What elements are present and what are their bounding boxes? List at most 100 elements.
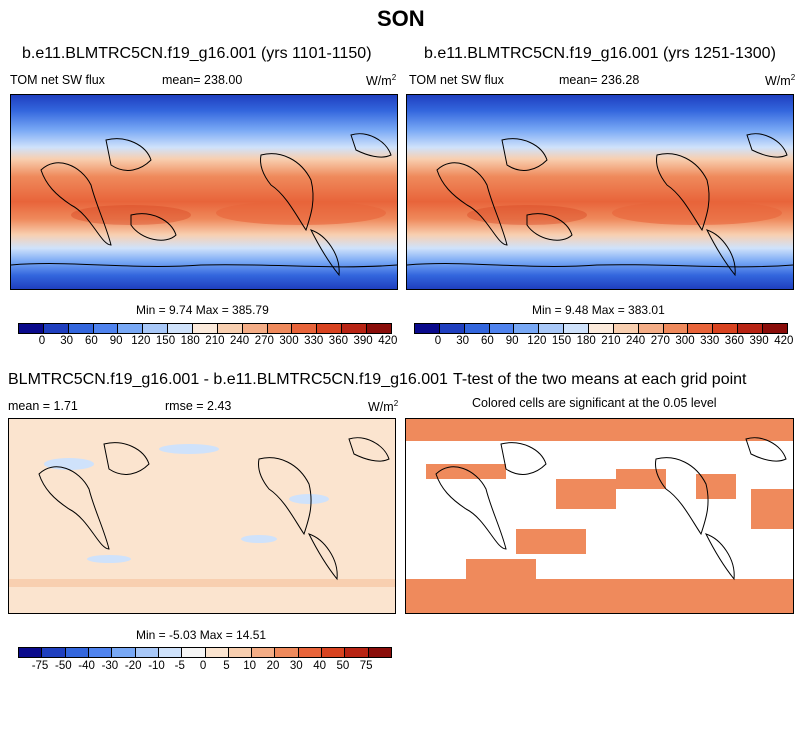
colorbar-tick-label: 30 [289,660,303,672]
colorbar-swatch [342,324,368,333]
colorbar-swatch [42,648,66,657]
colorbar-tick-label: 210 [601,335,621,347]
panel3-map [8,418,396,614]
colorbar-swatch [317,324,343,333]
colorbar-tick-label: 270 [254,335,274,347]
colorbar-swatch [368,648,391,657]
colorbar-tick-label: 360 [724,335,744,347]
colorbar-swatch [367,324,391,333]
colorbar-tick-label: 10 [243,660,257,672]
panel2-variable: TOM net SW flux [409,73,504,87]
colorbar-tick-label: 150 [551,335,572,347]
panel3-map-field [9,419,395,613]
panel3-diff-title: BLMTRC5CN.f19_g16.001 - b.e11.BLMTRC5CN.… [8,371,448,388]
colorbar-tick-label: 120 [527,335,547,347]
colorbar-swatch [688,324,714,333]
colorbar-swatch [193,324,218,333]
colorbar-tick-label: 240 [230,335,250,347]
colorbar-tick-label: 330 [700,335,720,347]
colorbar-swatch [65,648,89,657]
panel2-minmax: Min = 9.48 Max = 383.01 [532,303,665,317]
season-title: SON [377,6,425,31]
panel2-colorbar [414,323,788,334]
panel2-mean: mean= 236.28 [559,73,640,87]
colorbar-tick-label: 270 [650,335,670,347]
colorbar-swatch [489,324,515,333]
panel1-map [10,94,398,290]
colorbar-swatch [19,324,44,333]
panel1-mean: mean= 238.00 [162,73,243,87]
colorbar-swatch [158,648,183,657]
colorbar-swatch [663,324,689,333]
colorbar-swatch [228,648,253,657]
colorbar-tick-label: 180 [180,335,200,347]
panel2-colorbar-ticks: 0 30 60 90 120 150 180 210 240 270 300 330 360 390 420 [0,335,804,349]
colorbar-swatch [763,324,787,333]
panel1-case-title: b.e11.BLMTRC5CN.f19_g16.001 (yrs 1101-11… [22,45,372,62]
colorbar-swatch [439,324,465,333]
colorbar-swatch [292,324,318,333]
colorbar-tick-label: 210 [205,335,225,347]
colorbar-swatch [182,648,206,657]
colorbar-tick-label: 360 [328,335,348,347]
colorbar-tick-label: 120 [131,335,151,347]
colorbar-swatch [88,648,113,657]
colorbar-swatch [267,324,293,333]
panel3-colorbar [18,647,392,658]
colorbar-tick-label: -10 [148,660,165,672]
panel2-case-title: b.e11.BLMTRC5CN.f19_g16.001 (yrs 1251-13… [424,45,776,62]
colorbar-swatch [205,648,229,657]
colorbar-swatch [345,648,369,657]
colorbar-swatch [322,648,346,657]
colorbar-tick-label: 0 [38,335,46,347]
colorbar-swatch [19,648,43,657]
panel3-colorbar-ticks: -75 -50 -40 -30 -20 -10 -5 0 5 10 20 30 40 50 75 [0,660,400,674]
colorbar-tick-label: -40 [78,660,95,672]
colorbar-swatch [539,324,565,333]
colorbar-swatch [118,324,144,333]
colorbar-swatch [217,324,243,333]
colorbar-tick-label: 390 [749,335,769,347]
colorbar-swatch [613,324,639,333]
panel4-map-field [406,419,793,613]
colorbar-swatch [168,324,194,333]
colorbar-tick-label: -75 [31,660,49,672]
colorbar-swatch [242,324,268,333]
colorbar-tick-label: 60 [480,335,494,347]
panel1-units: W/m2 [366,73,397,89]
panel2-map [406,94,794,290]
colorbar-tick-label: 420 [774,335,794,347]
panel4-note: Colored cells are significant at the 0.0… [472,396,717,410]
colorbar-tick-label: -20 [124,660,142,672]
colorbar-tick-label: 0 [434,335,442,347]
panel4-map [405,418,794,614]
panel1-minmax: Min = 9.74 Max = 385.79 [136,303,269,317]
colorbar-swatch [514,324,540,333]
colorbar-swatch [93,324,119,333]
colorbar-swatch [464,324,490,333]
colorbar-swatch [112,648,136,657]
panel1-map-field [11,95,397,289]
colorbar-swatch [143,324,169,333]
colorbar-tick-label: -30 [101,660,119,672]
colorbar-swatch [43,324,69,333]
panel2-units: W/m2 [765,73,796,89]
colorbar-swatch [68,324,94,333]
colorbar-tick-label: 30 [456,335,470,347]
panel2-map-field [407,95,793,289]
colorbar-swatch [275,648,299,657]
colorbar-tick-label: 60 [84,335,98,347]
panel3-minmax: Min = -5.03 Max = 14.51 [136,628,267,642]
colorbar-tick-label: 20 [266,660,280,672]
panel3-mean: mean = 1.71 [8,399,78,413]
panel3-rmse: rmse = 2.43 [165,399,232,413]
colorbar-tick-label: 300 [675,335,695,347]
colorbar-tick-label: 5 [223,660,230,672]
colorbar-swatch [738,324,764,333]
panel1-colorbar-ticks: 0 30 60 90 120 150 180 210 240 270 300 330 360 390 420 [0,335,400,349]
colorbar-tick-label: 240 [626,335,646,347]
colorbar-tick-label: 75 [359,660,373,672]
panel4-ttest-title: T-test of the two means at each grid poi… [453,371,747,388]
colorbar-tick-label: 180 [576,335,596,347]
colorbar-tick-label: 420 [378,335,398,347]
